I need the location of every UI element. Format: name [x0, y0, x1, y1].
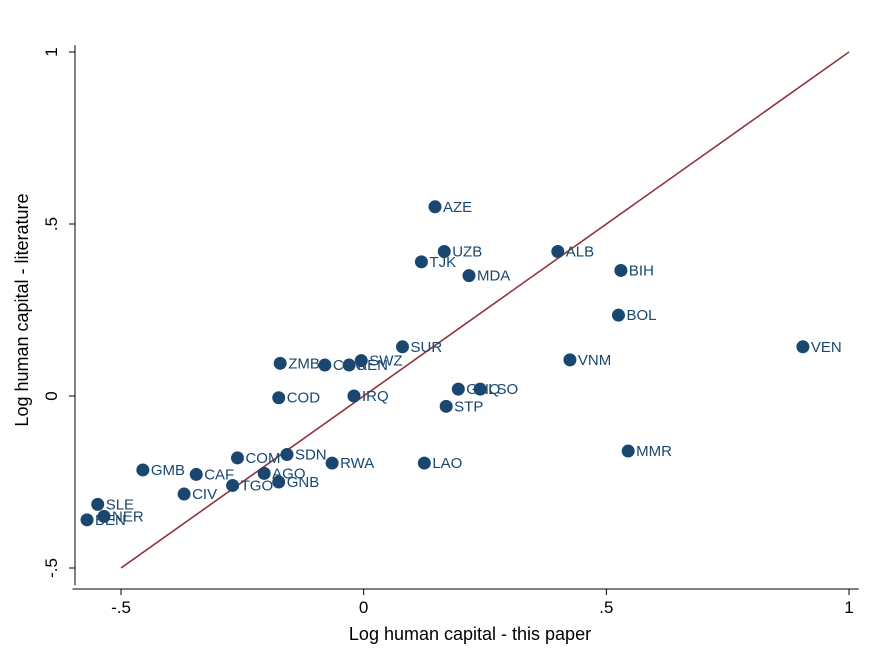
data-point-alb [551, 245, 565, 259]
data-label-rwa: RWA [340, 455, 374, 472]
data-point-bol [611, 308, 625, 322]
data-label-bih: BIH [629, 262, 654, 279]
data-point-tjk [414, 255, 428, 269]
y-tick-label: 0 [42, 391, 61, 400]
data-label-gmb: GMB [151, 462, 185, 479]
data-label-swz: SWZ [369, 353, 402, 370]
data-label-aze: AZE [443, 199, 472, 216]
data-label-ben: BEN [95, 512, 126, 529]
data-point-caf [189, 467, 203, 481]
data-point-com [230, 451, 244, 465]
data-label-zmb: ZMB [288, 355, 320, 372]
data-point-zmb [273, 356, 287, 370]
x-tick-label: 0 [359, 598, 368, 617]
data-point-gmb [136, 463, 150, 477]
x-axis-title: Log human capital - this paper [349, 624, 591, 644]
data-point-ven [796, 340, 810, 354]
data-label-lao: LAO [432, 455, 462, 472]
x-tick-label: .5 [599, 598, 613, 617]
data-label-irq: IRQ [362, 388, 389, 405]
data-label-sur: SUR [410, 339, 442, 356]
data-point-bih [614, 263, 628, 277]
data-points: AZEUZBTJKMDAALBBIHBOLVENSURVNMSWZZMBCOGK… [80, 199, 842, 529]
x-tick-label: 1 [844, 598, 853, 617]
data-point-sle [91, 497, 105, 511]
y-axis-title: Log human capital - literature [12, 193, 32, 426]
x-ticks: -.5 0 .5 1 [111, 589, 854, 617]
y-tick-label: -.5 [42, 558, 61, 578]
data-point-civ [177, 487, 191, 501]
data-point-gnq [451, 382, 465, 396]
data-point-mda [462, 269, 476, 283]
data-point-cod [272, 391, 286, 405]
data-point-ken [342, 358, 356, 372]
data-label-sdn: SDN [295, 446, 327, 463]
data-label-alb: ALB [566, 244, 594, 261]
data-point-irq [347, 389, 361, 403]
data-point-cog [318, 358, 332, 372]
data-label-tjk: TJK [429, 254, 456, 271]
data-label-stp: STP [454, 398, 483, 415]
data-point-mmr [621, 444, 635, 458]
data-label-gnb: GNB [287, 474, 320, 491]
data-label-ken: KEN [357, 357, 388, 374]
data-label-com: COM [245, 450, 280, 467]
data-point-ben [80, 513, 94, 527]
data-label-cod: COD [287, 390, 321, 407]
data-label-tgo: TGO [241, 477, 273, 494]
data-point-ago [257, 466, 271, 480]
x-tick-label: -.5 [111, 598, 131, 617]
data-label-civ: CIV [192, 486, 217, 503]
data-label-mda: MDA [477, 268, 510, 285]
data-point-sur [395, 340, 409, 354]
data-point-lso [473, 382, 487, 396]
data-point-vnm [563, 353, 577, 367]
data-label-ven: VEN [811, 339, 842, 356]
data-point-lao [417, 456, 431, 470]
y-ticks: -.5 0 .5 1 [42, 47, 75, 578]
data-point-aze [428, 200, 442, 214]
data-point-tgo [226, 478, 240, 492]
data-point-sdn [280, 447, 294, 461]
data-label-vnm: VNM [578, 352, 611, 369]
data-label-sle: SLE [106, 496, 134, 513]
data-point-ner [97, 509, 111, 523]
data-point-gnb [272, 475, 286, 489]
data-label-mmr: MMR [636, 443, 672, 460]
data-point-stp [439, 399, 453, 413]
data-label-bol: BOL [626, 307, 656, 324]
data-point-swz [354, 354, 368, 368]
data-label-lso: LSO [488, 381, 518, 398]
y-tick-label: 1 [42, 47, 61, 56]
y-tick-label: .5 [42, 217, 61, 231]
data-label-ner: NER [112, 508, 144, 525]
data-label-caf: CAF [204, 466, 234, 483]
data-label-uzb: UZB [452, 244, 482, 261]
data-point-rwa [325, 456, 339, 470]
reference-line-45-degree [120, 51, 850, 569]
data-point-uzb [437, 245, 451, 259]
